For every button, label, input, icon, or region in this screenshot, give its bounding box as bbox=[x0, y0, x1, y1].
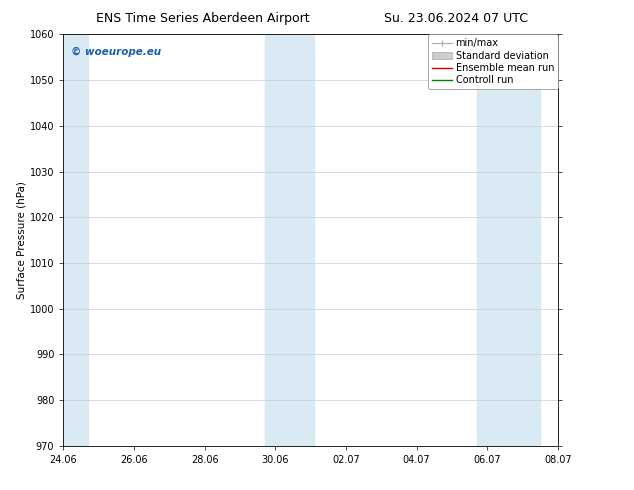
Bar bbox=[265, 34, 314, 446]
Text: ENS Time Series Aberdeen Airport: ENS Time Series Aberdeen Airport bbox=[96, 12, 309, 25]
Bar bbox=[477, 34, 540, 446]
Text: © woeurope.eu: © woeurope.eu bbox=[71, 47, 161, 57]
Text: Su. 23.06.2024 07 UTC: Su. 23.06.2024 07 UTC bbox=[384, 12, 529, 25]
Bar bbox=[63, 34, 88, 446]
Legend: min/max, Standard deviation, Ensemble mean run, Controll run: min/max, Standard deviation, Ensemble me… bbox=[429, 34, 558, 89]
Y-axis label: Surface Pressure (hPa): Surface Pressure (hPa) bbox=[17, 181, 27, 299]
